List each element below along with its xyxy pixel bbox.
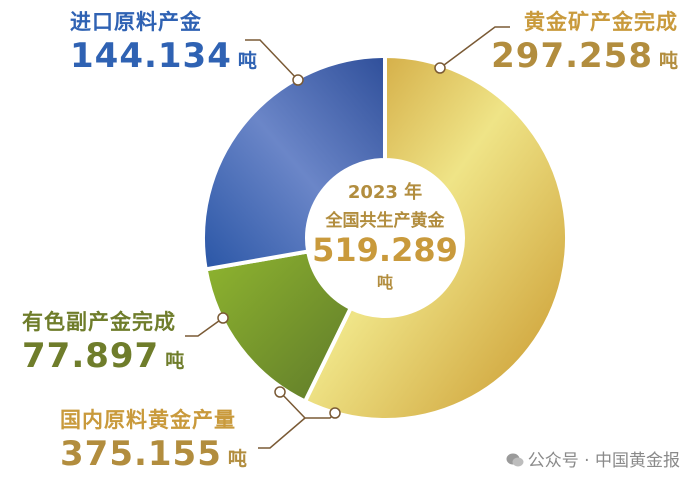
leader-green xyxy=(185,317,224,337)
label-gold-category: 黄金矿产金完成 xyxy=(524,10,678,34)
label-gold-value: 297.258 xyxy=(491,36,653,76)
bracket-leader xyxy=(258,417,306,449)
label-gold: 黄金矿产金完成 297.258 吨 xyxy=(491,6,678,76)
label-blue-unit: 吨 xyxy=(237,50,257,72)
center-text: 2023 年 全国共生产黄金 519.289 吨 xyxy=(307,178,463,293)
marker-green xyxy=(217,312,229,324)
marker-bracket-right xyxy=(329,407,341,419)
leader-blue xyxy=(245,39,299,81)
watermark: 公众号 · 中国黄金报 xyxy=(506,446,680,471)
label-domestic: 国内原料黄金产量 375.155 吨 xyxy=(60,404,247,474)
label-blue-category: 进口原料产金 xyxy=(70,10,202,34)
marker-gold xyxy=(434,62,446,74)
watermark-text: 公众号 · 中国黄金报 xyxy=(527,451,680,471)
label-domestic-value: 375.155 xyxy=(60,434,222,474)
center-value: 519.289 xyxy=(312,231,458,269)
label-green: 有色副产金完成 77.897 吨 xyxy=(22,306,184,376)
center-unit: 吨 xyxy=(376,273,393,292)
marker-blue xyxy=(292,74,304,86)
label-domestic-category: 国内原料黄金产量 xyxy=(60,408,236,432)
label-green-value: 77.897 xyxy=(22,336,160,376)
label-green-unit: 吨 xyxy=(165,350,185,372)
label-domestic-unit: 吨 xyxy=(227,448,247,470)
wechat-icon xyxy=(506,452,524,468)
label-blue-value: 144.134 xyxy=(70,36,232,76)
label-gold-unit: 吨 xyxy=(658,50,678,72)
center-year: 2023 年 xyxy=(347,182,423,203)
label-blue: 进口原料产金 144.134 吨 xyxy=(70,6,257,76)
marker-bracket-left xyxy=(274,386,286,398)
label-green-category: 有色副产金完成 xyxy=(22,310,176,334)
leader-gold xyxy=(439,26,510,69)
donut-hole xyxy=(307,160,463,316)
center-caption: 全国共生产黄金 xyxy=(325,211,445,231)
